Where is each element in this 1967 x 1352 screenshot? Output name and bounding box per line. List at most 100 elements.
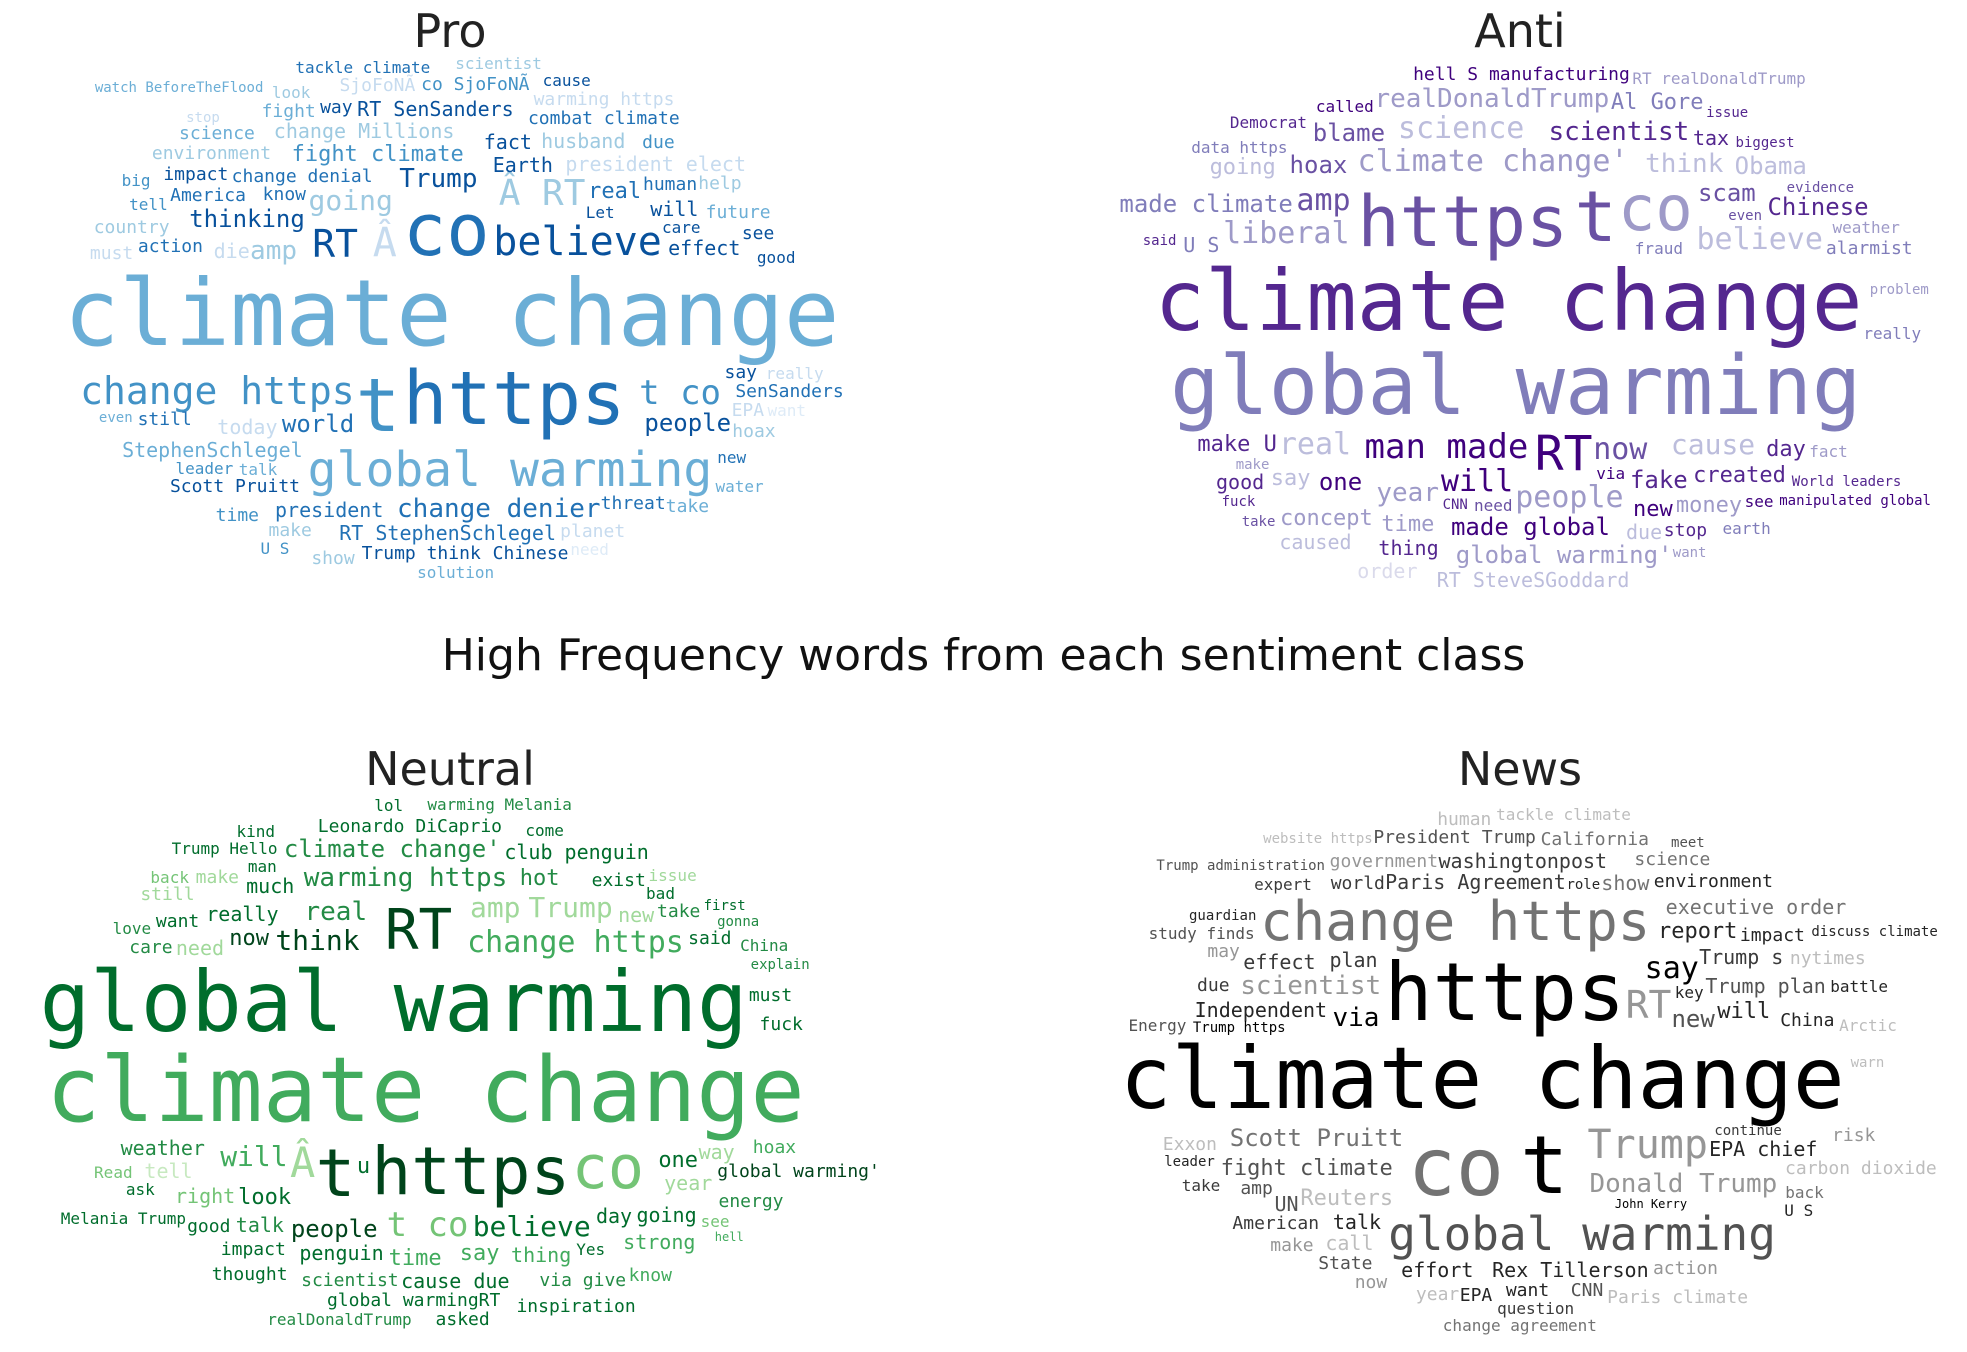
cloud-word: back — [150, 867, 189, 887]
cloud-word: think — [1645, 149, 1724, 180]
cloud-word: weather — [120, 1136, 205, 1161]
cloud-word: Scott Pruitt — [1229, 1124, 1404, 1153]
caption: High Frequency words from each sentiment… — [441, 630, 1526, 681]
cloud-word: change https — [467, 925, 684, 961]
cloud-word: https — [371, 1133, 571, 1211]
cloud-word: order — [1357, 559, 1418, 584]
cloud-word: show — [311, 548, 355, 570]
cloud-word: change https — [80, 369, 355, 414]
cloud-word: leader — [1164, 1153, 1215, 1170]
cloud-word: take — [657, 900, 701, 922]
cloud-word: say — [1270, 466, 1311, 492]
cloud-word: fight climate — [291, 141, 464, 167]
cloud-word: called — [1315, 96, 1374, 116]
cloud-word: scientist — [301, 1270, 399, 1292]
cloud-word: Trump https — [1192, 1019, 1286, 1036]
cloud-word: report — [1657, 918, 1738, 944]
cloud-word: global warming' — [1455, 540, 1673, 569]
cloud-word: State — [1318, 1253, 1373, 1275]
cloud-word: website https — [1263, 831, 1373, 848]
cloud-word: penguin — [299, 1240, 384, 1265]
cloud-word: time — [388, 1246, 442, 1272]
cloud-word: t — [355, 363, 401, 450]
cloud-word: hoax — [732, 420, 776, 442]
cloud-word: key — [1674, 983, 1704, 1003]
cloud-word: biggest — [1735, 135, 1795, 152]
cloud-word: action — [1652, 1257, 1718, 1279]
cloud-word: good — [1216, 470, 1265, 495]
cloud-word: science — [1397, 110, 1525, 146]
cloud-word: combat climate — [527, 108, 680, 130]
cloud-word: due — [1197, 974, 1230, 996]
cloud-word: scientist — [1240, 970, 1382, 1001]
cloud-word: global warming — [1388, 1207, 1776, 1262]
cloud-word: world — [281, 410, 355, 438]
cloud-word: year — [664, 1170, 713, 1195]
cloud-word: StephenSchlegel — [122, 438, 303, 463]
cloud-word: World leaders — [1791, 473, 1902, 490]
cloud-word: help — [698, 172, 742, 194]
cloud-word: even — [98, 410, 133, 427]
cloud-word: California — [1540, 828, 1649, 850]
cloud-word: believe — [493, 219, 662, 266]
cloud-word: back — [1785, 1183, 1824, 1203]
cloud-word: tackle climate — [295, 57, 431, 77]
cloud-word: Independent — [1194, 997, 1328, 1022]
cloud-word: expert — [1254, 874, 1312, 894]
cloud-word: Yes — [576, 1240, 606, 1260]
cloud-word: Leonardo DiCaprio — [317, 816, 503, 838]
cloud-word: t co — [386, 1205, 469, 1246]
cloud-word: want — [1672, 545, 1707, 562]
cloud-word: must — [89, 243, 134, 265]
cloud-word: club penguin — [504, 839, 649, 864]
cloud-word: climate change' — [283, 835, 501, 864]
cloud-word: call — [1325, 1230, 1374, 1255]
cloud-word: really — [1863, 324, 1922, 343]
cloud-word: will — [1440, 463, 1514, 499]
cloud-word: problem — [1869, 281, 1929, 298]
cloud-word: weather — [1832, 218, 1900, 238]
cloud-word: still — [137, 409, 192, 431]
cloud-word: Al Gore — [1610, 89, 1704, 115]
cloud-word: care — [129, 937, 173, 959]
cloud-word: make — [1270, 1235, 1314, 1257]
cloud-word: change denial — [231, 165, 373, 187]
cloud-word: take — [665, 496, 710, 518]
cloud-word: American — [1232, 1212, 1320, 1234]
cloud-word: will — [650, 196, 699, 221]
cloud-word: China — [740, 936, 789, 956]
cloud-word: risk — [1832, 1124, 1876, 1146]
cloud-word: global warming' — [717, 1160, 880, 1182]
cloud-word: future — [705, 201, 771, 223]
cloud-word: climate change — [63, 259, 840, 367]
cloud-word: change Millions — [273, 119, 455, 144]
cloud-word: climate change — [1119, 1028, 1845, 1129]
cloud-word: even — [1728, 208, 1762, 225]
cloud-word: husband — [541, 129, 626, 154]
cloud-word: look — [238, 1184, 292, 1210]
cloud-word: u — [356, 1154, 371, 1180]
cloud-word: made climate — [1119, 190, 1293, 219]
cloud-word: climate change' — [1357, 144, 1629, 180]
pro-word-cloud: climate change https t co global warming beli… — [8, 48, 888, 600]
cloud-word: RT — [1625, 982, 1672, 1027]
cloud-word: need — [1473, 495, 1513, 515]
cloud-word: https — [1384, 946, 1626, 1040]
cloud-word: must — [748, 985, 793, 1007]
cloud-word: via — [1332, 1002, 1380, 1033]
cloud-word: made global — [1450, 512, 1610, 541]
cloud-word: water — [715, 476, 764, 496]
cloud-word: world — [1330, 872, 1385, 894]
cloud-word: Arctic — [1839, 1015, 1897, 1035]
cloud-word: impact — [220, 1238, 286, 1260]
cloud-word: RT SteveSGoddard — [1436, 567, 1630, 592]
cloud-word: first — [703, 898, 746, 915]
cloud-word: fake — [1629, 466, 1688, 495]
cloud-word: washingtonpost — [1438, 848, 1608, 873]
cloud-word: thinking — [189, 205, 305, 234]
cloud-word: t — [315, 1134, 356, 1212]
anti-word-cloud: climate change global warming https t co RT ma… — [1076, 48, 1960, 600]
cloud-word: discuss climate — [1811, 923, 1938, 940]
neutral-panel-title: Neutral — [365, 742, 535, 796]
cloud-word: study finds — [1148, 923, 1255, 943]
